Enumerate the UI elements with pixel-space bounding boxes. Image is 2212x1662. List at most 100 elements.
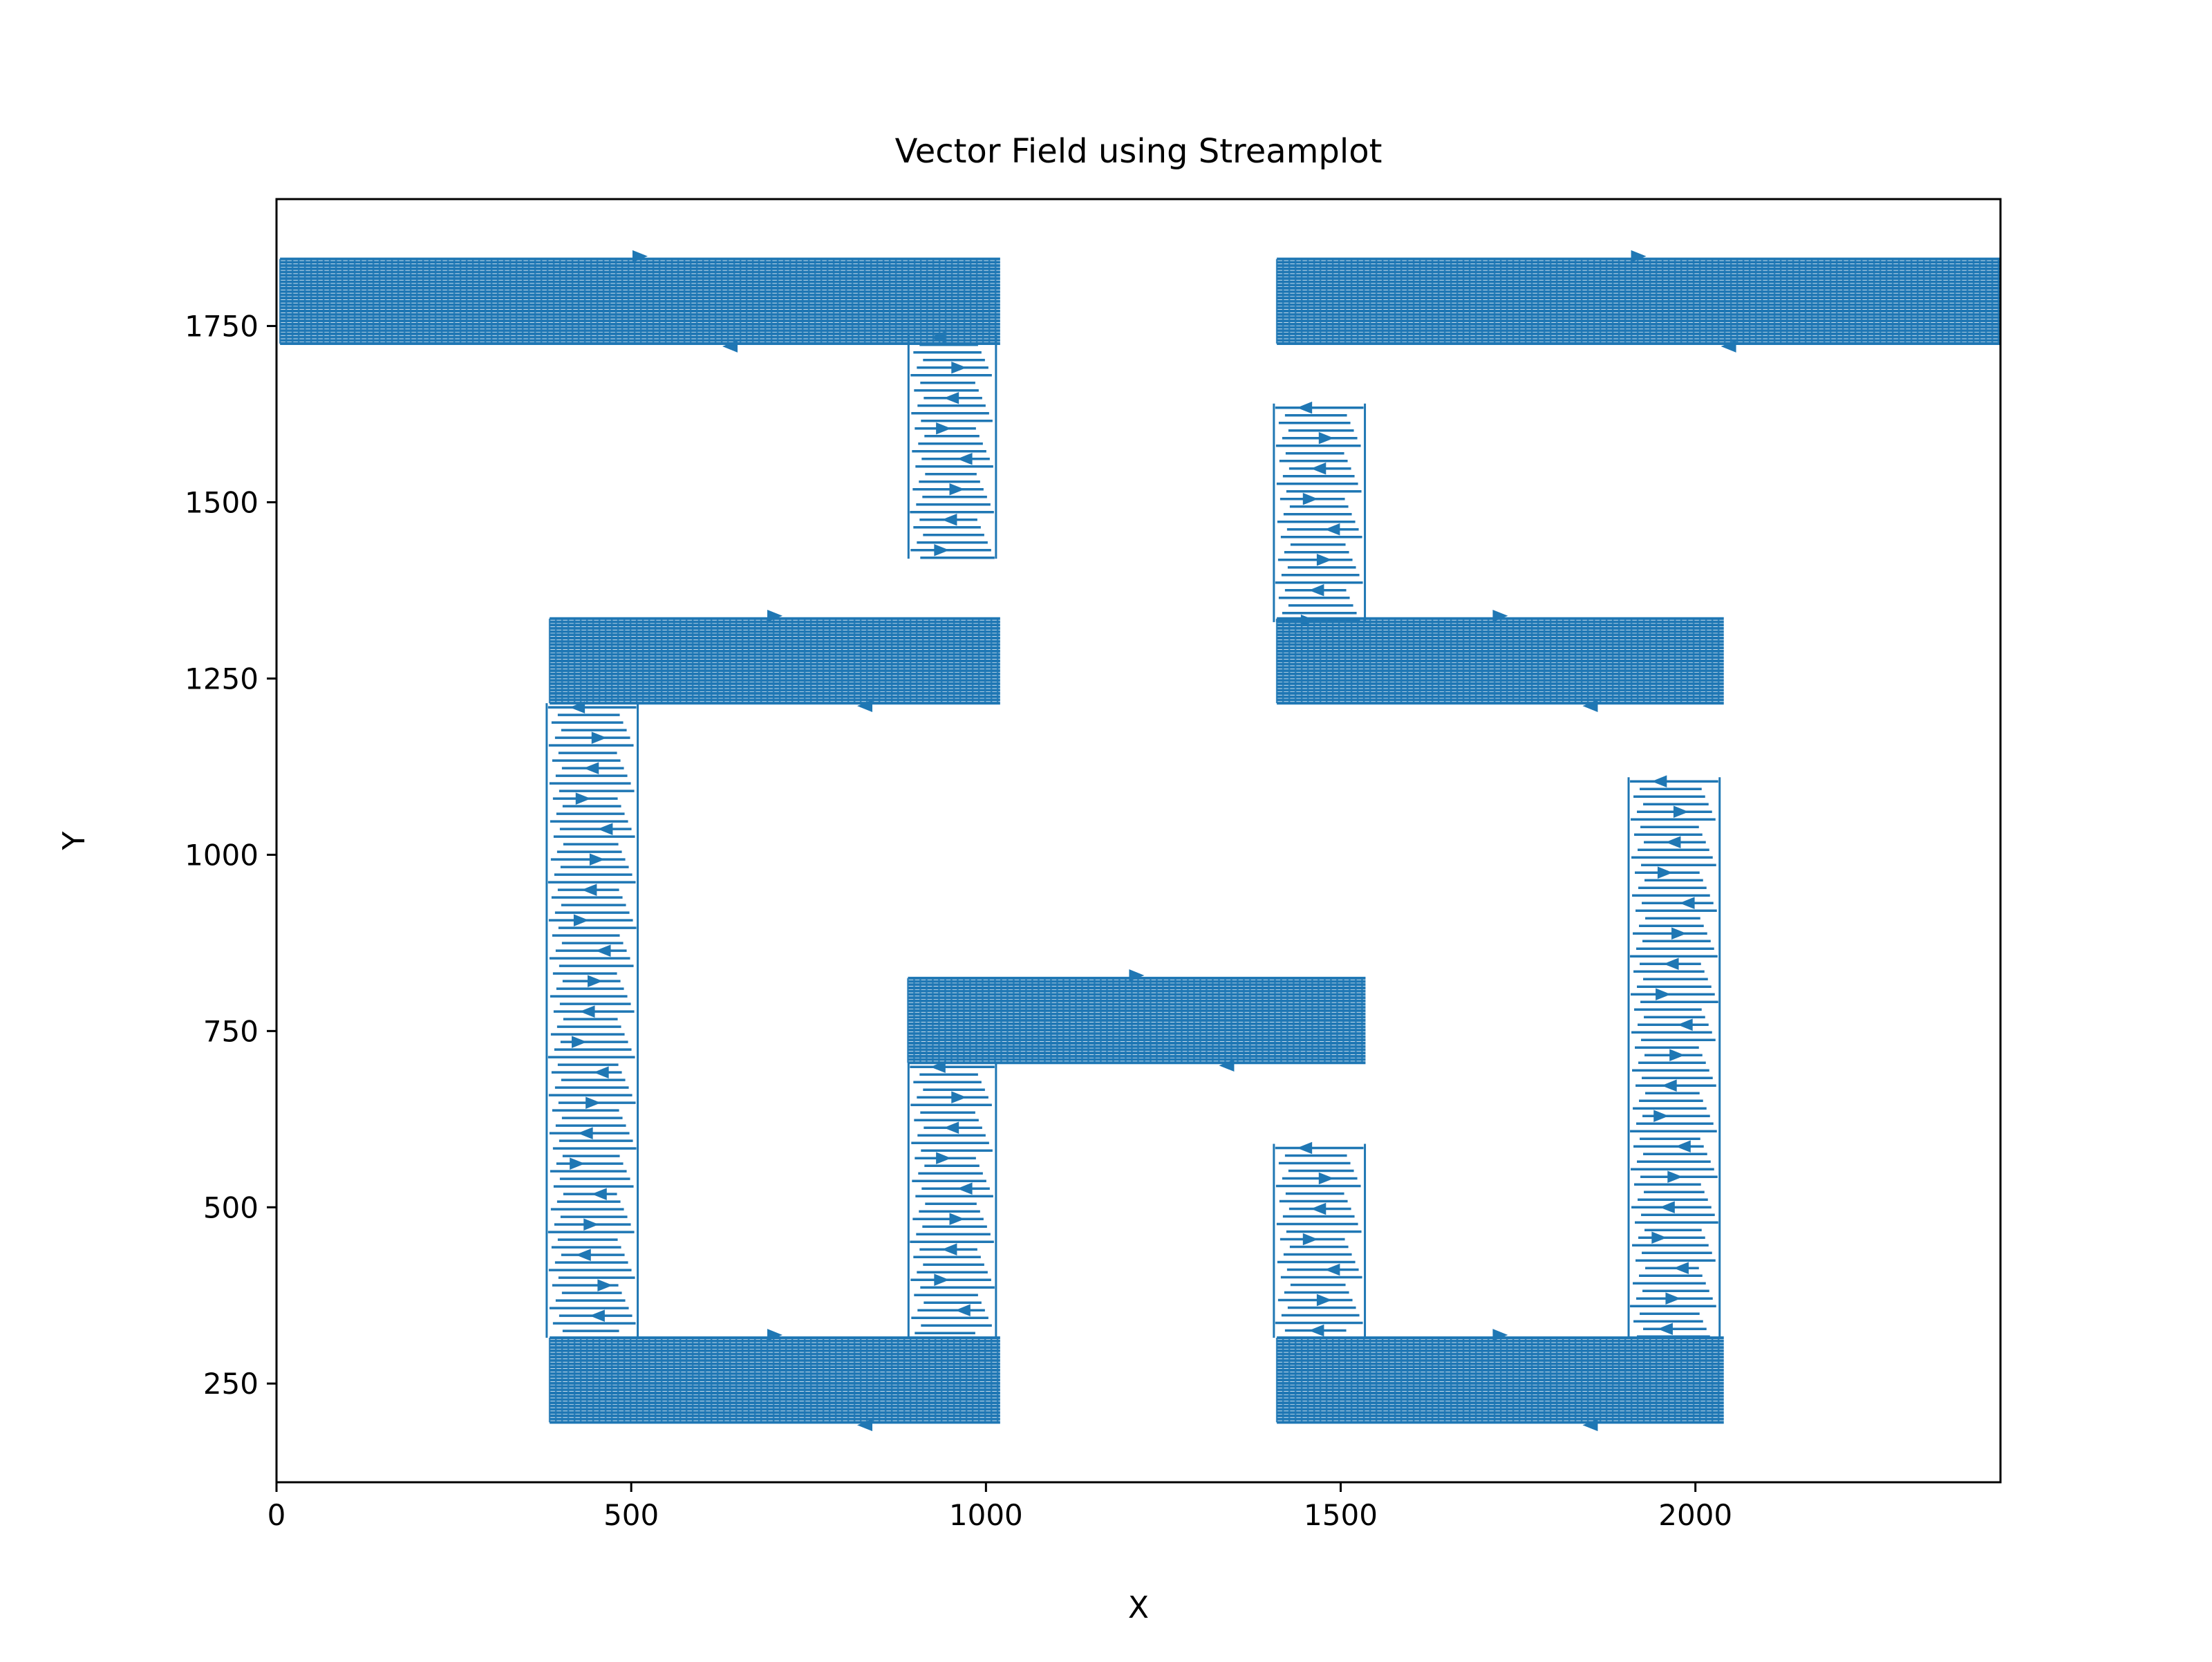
streamline-arrow xyxy=(589,853,605,866)
streamline-arrow xyxy=(934,1273,950,1287)
streamline-arrow xyxy=(593,1066,609,1079)
streamline-arrow xyxy=(1302,1233,1318,1246)
y-tick-label: 750 xyxy=(203,1014,259,1048)
streamline-arrow xyxy=(1656,988,1671,1001)
streamline-arrow xyxy=(1324,1263,1340,1276)
streamline-arrow xyxy=(1661,1079,1677,1092)
streamline-arrow xyxy=(1657,1323,1673,1336)
streamline-arrow xyxy=(1673,1262,1689,1275)
streamline-arrow xyxy=(1651,775,1667,788)
streamline-arrow xyxy=(570,1157,585,1170)
streamline-arrow xyxy=(957,452,973,465)
streamline-arrow xyxy=(857,700,873,712)
streamline-arrow xyxy=(572,1036,588,1048)
axes-frame xyxy=(275,198,2002,1484)
streamline-arrow xyxy=(581,884,597,896)
streamline-arrow xyxy=(1651,1231,1667,1244)
streamline-arrow xyxy=(1659,1201,1675,1214)
x-axis-label: X xyxy=(1128,1590,1149,1625)
streamline-arrow xyxy=(1324,523,1340,536)
streamline-arrow xyxy=(941,513,957,526)
y-tick-label: 500 xyxy=(203,1191,259,1224)
streamline-arrow xyxy=(1669,1049,1685,1062)
streamline-arrow xyxy=(951,361,967,374)
streamline-arrow xyxy=(591,1188,607,1200)
streamline-arrow xyxy=(1129,969,1145,982)
streamline-arrow xyxy=(1297,401,1313,414)
chart-title: Vector Field using Streamplot xyxy=(895,132,1382,171)
streamline-arrow xyxy=(583,762,599,774)
streamline-arrow xyxy=(1677,1018,1693,1031)
streamline-arrow xyxy=(573,914,589,926)
streamline-arrow xyxy=(1316,553,1332,566)
streamline-arrow xyxy=(936,422,952,435)
streamline-arrow xyxy=(1316,1294,1332,1307)
streamline-arrow xyxy=(579,1005,595,1018)
streamline-arrow xyxy=(1582,1419,1598,1432)
x-tick-label: 1000 xyxy=(949,1498,1023,1532)
streamline-arrow xyxy=(1311,462,1327,475)
streamline-arrow xyxy=(1219,1059,1235,1072)
streamline-arrow xyxy=(1721,340,1736,353)
streamline-arrow xyxy=(597,823,613,835)
streamline-arrow xyxy=(1297,1141,1313,1155)
streamline-arrow xyxy=(597,1279,613,1291)
streamline-arrow xyxy=(934,543,950,557)
streamline-arrow xyxy=(767,609,783,622)
streamline-arrow xyxy=(577,1127,593,1139)
streamline-arrow xyxy=(949,483,965,496)
streamline-arrow xyxy=(595,944,611,957)
streamline-arrow xyxy=(1657,866,1673,879)
plot-area xyxy=(279,250,2000,1432)
y-tick-label: 1500 xyxy=(185,486,259,520)
streamline-arrow xyxy=(722,340,738,353)
x-tick-label: 1500 xyxy=(1304,1498,1378,1532)
streamline-arrow xyxy=(583,1218,599,1231)
streamline-arrow xyxy=(1302,492,1318,505)
streamline-arrow xyxy=(1679,897,1695,910)
streamline-arrow xyxy=(1492,1329,1508,1341)
streamline-arrow xyxy=(944,1121,959,1135)
streamline-arrow xyxy=(1675,1140,1691,1153)
streamline-arrow xyxy=(575,792,591,805)
streamline-arrow xyxy=(1665,1292,1681,1305)
y-axis-label: Y xyxy=(57,831,92,850)
streamline-arrow xyxy=(1492,609,1508,622)
streamline-arrow xyxy=(575,1249,591,1261)
streamline-arrow xyxy=(1300,614,1316,627)
y-tick-label: 250 xyxy=(203,1367,259,1401)
x-tick-label: 500 xyxy=(603,1498,659,1532)
streamline-arrow xyxy=(930,330,946,344)
streamline-arrow xyxy=(936,1152,952,1165)
streamline-arrow xyxy=(1582,700,1598,712)
streamline-arrow xyxy=(930,1061,946,1074)
streamline-arrow xyxy=(1665,836,1681,849)
streamline-arrow xyxy=(1311,1202,1327,1215)
streamline-arrow xyxy=(632,250,648,263)
streamline-arrow xyxy=(955,1304,971,1317)
streamline-arrow xyxy=(941,1243,957,1256)
streamline-arrow xyxy=(585,1096,601,1109)
streamline-arrow xyxy=(767,1329,783,1341)
y-tick-label: 1750 xyxy=(185,310,259,344)
streamline-arrow xyxy=(857,1419,873,1432)
streamline-arrow xyxy=(1663,958,1679,971)
streamline-arrow xyxy=(951,1091,967,1104)
streamline-arrow xyxy=(1653,1110,1669,1123)
y-axis: 250 500 750 1000 1250 1500 1750 xyxy=(185,310,276,1401)
streamline-arrow xyxy=(944,391,959,404)
streamline-arrow xyxy=(1318,1172,1334,1185)
streamline-arrow xyxy=(570,701,585,713)
x-tick-label: 0 xyxy=(268,1498,286,1532)
y-tick-label: 1250 xyxy=(185,662,259,695)
streamline-arrow xyxy=(1309,583,1324,597)
streamline-arrow xyxy=(1318,431,1334,445)
streamline-arrow xyxy=(589,1309,605,1322)
streamline-arrow xyxy=(949,1213,965,1226)
streamline-arrow xyxy=(591,731,607,744)
streamline-arrow xyxy=(588,975,603,987)
streamline-arrow xyxy=(957,1182,973,1195)
